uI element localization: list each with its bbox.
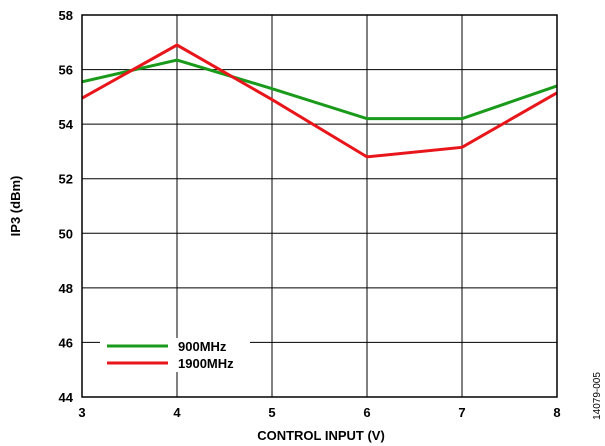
- series-lines: [81, 43, 558, 159]
- y-tick-label-52: 52: [59, 172, 73, 187]
- x-tick-label-8: 8: [553, 405, 560, 420]
- y-tick-label-56: 56: [59, 63, 73, 78]
- y-tick-label-46: 46: [59, 335, 73, 350]
- y-axis-tick-labels: 44 46 48 50 52 54 56 58: [59, 8, 74, 405]
- legend-label-900mhz: 900MHz: [178, 339, 227, 354]
- x-axis-title: CONTROL INPUT (V): [257, 428, 385, 443]
- series-line-900mhz: [81, 58, 558, 121]
- legend-box: [100, 338, 250, 372]
- x-tick-label-4: 4: [173, 405, 181, 420]
- legend: 900MHz 1900MHz: [100, 338, 250, 372]
- x-tick-label-5: 5: [268, 405, 275, 420]
- y-axis-title: IP3 (dBm): [8, 176, 23, 237]
- y-tick-label-44: 44: [59, 390, 74, 405]
- legend-label-1900mhz: 1900MHz: [178, 356, 234, 371]
- x-axis-tick-labels: 3 4 5 6 7 8: [78, 405, 560, 420]
- y-tick-label-58: 58: [59, 8, 73, 23]
- x-tick-label-7: 7: [458, 405, 465, 420]
- figure-id-label: 14079-005: [592, 372, 603, 420]
- plot-area-frame: [81, 14, 558, 398]
- y-tick-label-54: 54: [59, 117, 74, 132]
- series-line-1900mhz: [81, 43, 558, 159]
- y-tick-label-48: 48: [59, 281, 73, 296]
- x-tick-label-6: 6: [363, 405, 370, 420]
- y-tick-label-50: 50: [59, 226, 73, 241]
- x-tick-label-3: 3: [78, 405, 85, 420]
